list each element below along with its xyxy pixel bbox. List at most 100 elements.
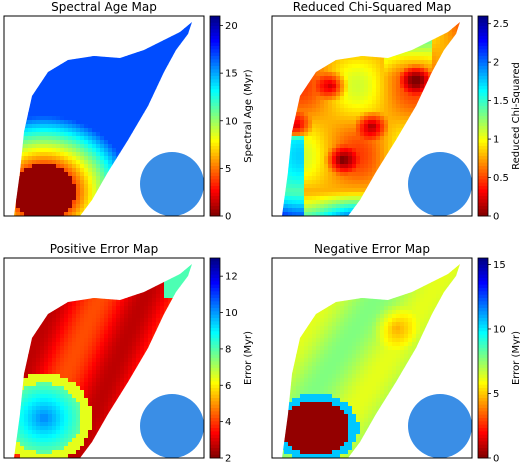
heatmap-cell [368, 104, 373, 109]
heatmap-cell [14, 160, 17, 165]
heatmap-cell [448, 112, 453, 117]
heatmap-cell [84, 132, 89, 137]
heatmap-cell [282, 188, 285, 193]
heatmap-cell [116, 80, 121, 85]
heatmap-cell [68, 64, 73, 69]
heatmap-cell [124, 140, 129, 145]
heatmap-cell [172, 84, 177, 89]
heatmap-cell [296, 152, 301, 157]
heatmap-cell [96, 56, 101, 61]
heatmap-cell [384, 48, 389, 53]
heatmap-cell [300, 32, 305, 37]
heatmap-cell [368, 140, 373, 145]
heatmap-cell [112, 160, 117, 165]
heatmap-cell [408, 144, 413, 149]
heatmap-cell [464, 132, 468, 136]
heatmap-cell [388, 36, 393, 41]
heatmap-cell [372, 76, 377, 81]
heatmap-cell [104, 208, 109, 213]
heatmap-cell [328, 132, 333, 137]
heatmap-cell [140, 160, 145, 165]
heatmap-cell [400, 80, 405, 85]
heatmap-cell [72, 148, 77, 153]
heatmap-cell [320, 76, 325, 81]
heatmap-cell [436, 88, 441, 93]
heatmap-cell [392, 80, 397, 85]
heatmap-cell [288, 108, 293, 113]
heatmap-cell [84, 200, 89, 205]
heatmap-cell [92, 172, 97, 177]
heatmap-cell [408, 88, 413, 93]
heatmap-cell [388, 88, 393, 93]
colorbar-segment [210, 179, 220, 184]
heatmap-cell [80, 72, 85, 77]
heatmap-cell [104, 22, 109, 25]
heatmap-cell [40, 196, 45, 201]
heatmap-cell [4, 108, 8, 112]
heatmap-cell [452, 36, 457, 41]
heatmap-cell [180, 124, 185, 129]
heatmap-cell [296, 28, 301, 33]
heatmap-cell [456, 84, 460, 89]
heatmap-cell [424, 32, 429, 37]
heatmap-cell [308, 40, 313, 45]
heatmap-cell [336, 148, 341, 153]
colorbar-label: Spectral Age (Myr) [243, 69, 254, 163]
heatmap-cell [88, 196, 93, 201]
heatmap-cell [448, 88, 453, 93]
heatmap-cell [400, 156, 405, 161]
heatmap-cell [320, 88, 325, 93]
heatmap-cell [36, 120, 41, 125]
heatmap-cell [284, 180, 289, 185]
heatmap-cell [452, 56, 457, 61]
heatmap-cell [20, 68, 25, 73]
heatmap-cell [120, 180, 125, 185]
heatmap-cell [416, 72, 421, 77]
heatmap-cell [396, 196, 401, 201]
heatmap-cell [168, 60, 173, 65]
heatmap-cell [408, 204, 413, 209]
heatmap-cell [192, 20, 196, 24]
heatmap-cell [14, 180, 17, 185]
heatmap-cell [336, 44, 341, 49]
heatmap-cell [28, 200, 33, 205]
heatmap-cell [432, 84, 437, 89]
heatmap-cell [344, 188, 349, 193]
heatmap-cell [308, 204, 313, 209]
heatmap-cell [368, 88, 373, 93]
heatmap-cell [424, 112, 429, 117]
heatmap-cell [148, 112, 153, 117]
heatmap-cell [188, 52, 192, 57]
heatmap-cell [24, 172, 29, 177]
heatmap-cell [4, 48, 8, 52]
heatmap-cell [384, 204, 389, 209]
heatmap-cell [64, 64, 69, 69]
heatmap-cell [400, 124, 405, 129]
heatmap-cell [428, 48, 433, 53]
heatmap-cell [336, 112, 341, 117]
heatmap-cell [296, 36, 301, 41]
heatmap-cell [16, 204, 21, 209]
heatmap-cell [352, 204, 357, 209]
heatmap-cell [396, 116, 401, 121]
heatmap-cell [356, 140, 361, 145]
heatmap-cell [180, 80, 185, 85]
heatmap-cell [320, 204, 325, 209]
heatmap-cell [100, 208, 105, 213]
heatmap-cell [108, 48, 113, 53]
heatmap-cell [120, 176, 125, 181]
heatmap-cell [56, 148, 61, 153]
heatmap-cell [132, 68, 137, 73]
heatmap-cell [276, 188, 280, 192]
heatmap-cell [76, 112, 81, 117]
heatmap-cell [456, 144, 460, 149]
heatmap-cell [116, 116, 121, 121]
heatmap-cell [48, 144, 53, 149]
heatmap-cell [288, 168, 293, 173]
heatmap-cell [340, 156, 345, 161]
heatmap-cell [116, 192, 121, 197]
heatmap-cell [14, 56, 17, 61]
heatmap-cell [348, 160, 353, 165]
heatmap-cell [188, 48, 192, 53]
heatmap-cell [282, 60, 285, 65]
